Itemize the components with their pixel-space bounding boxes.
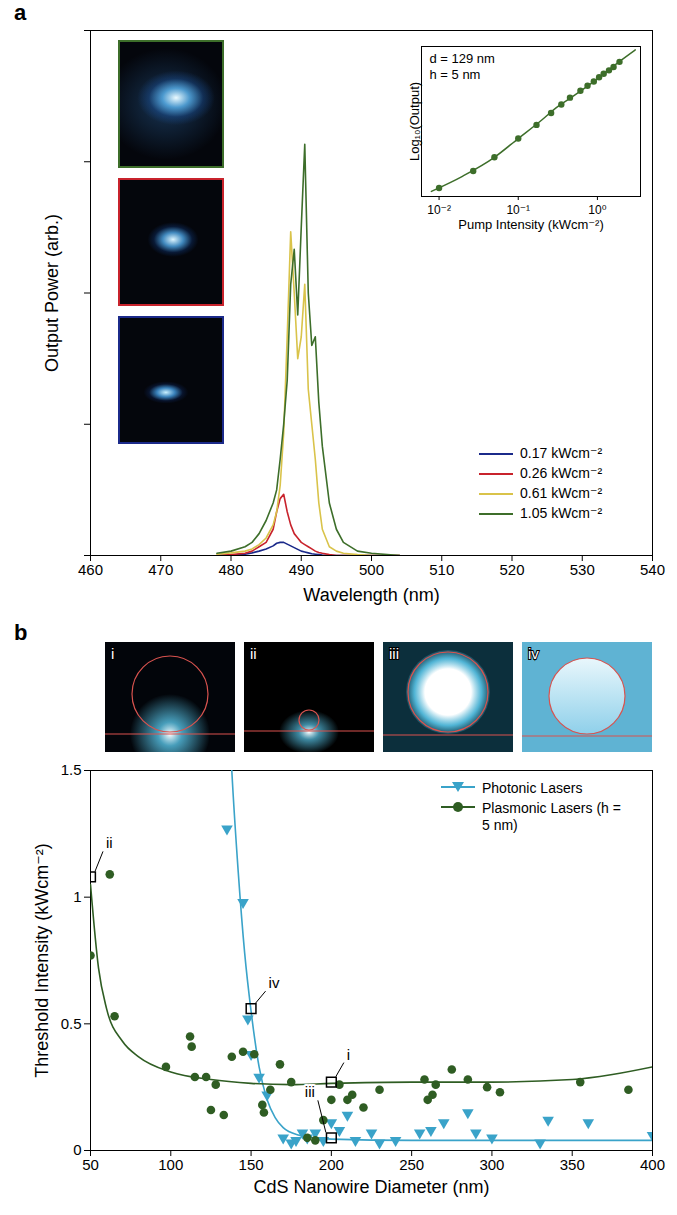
svg-text:500: 500 [359, 561, 384, 578]
svg-text:d = 129 nm: d = 129 nm [430, 51, 495, 66]
svg-text:460: 460 [78, 561, 103, 578]
svg-text:400: 400 [640, 1156, 665, 1173]
svg-text:300: 300 [479, 1156, 504, 1173]
svg-text:0.5: 0.5 [61, 1015, 82, 1032]
html-text:a: a [14, 0, 27, 25]
svg-text:iii: iii [389, 645, 399, 662]
svg-text:350: 350 [560, 1156, 585, 1173]
html-text:0.61 kWcm⁻²: 0.61 kWcm⁻² [520, 485, 603, 501]
html-text:Photonic Lasers: Photonic Lasers [482, 780, 583, 796]
svg-text:CdS Nanowire Diameter (nm): CdS Nanowire Diameter (nm) [253, 1177, 489, 1197]
svg-text:10⁻²: 10⁻² [427, 203, 451, 217]
svg-text:Wavelength (nm): Wavelength (nm) [303, 585, 439, 605]
svg-text:Pump Intensity (kWcm⁻²): Pump Intensity (kWcm⁻²) [458, 217, 604, 232]
svg-text:i: i [347, 1046, 350, 1063]
html-text:b: b [14, 620, 28, 645]
svg-text:200: 200 [319, 1156, 344, 1173]
svg-text:50: 50 [82, 1156, 99, 1173]
svg-text:1.5: 1.5 [61, 761, 82, 778]
svg-text:10⁰: 10⁰ [588, 203, 606, 217]
svg-text:Log₁₀(Output): Log₁₀(Output) [407, 82, 422, 161]
svg-text:i: i [111, 645, 114, 662]
svg-text:h = 5 nm: h = 5 nm [430, 67, 481, 82]
svg-text:Threshold Intensity (kWcm⁻²): Threshold Intensity (kWcm⁻²) [32, 843, 52, 1078]
html-text:0.17 kWcm⁻²: 0.17 kWcm⁻² [520, 445, 603, 461]
svg-text:150: 150 [239, 1156, 264, 1173]
svg-text:iv: iv [269, 974, 280, 991]
svg-text:540: 540 [640, 561, 665, 578]
svg-text:490: 490 [289, 561, 314, 578]
svg-text:510: 510 [429, 561, 454, 578]
svg-text:1: 1 [73, 888, 81, 905]
svg-text:0: 0 [73, 1141, 81, 1158]
svg-text:470: 470 [148, 561, 173, 578]
svg-text:iv: iv [528, 645, 539, 662]
svg-text:ii: ii [106, 834, 113, 851]
html-text:0.26 kWcm⁻²: 0.26 kWcm⁻² [520, 465, 603, 481]
svg-text:ii: ii [250, 645, 257, 662]
svg-text:480: 480 [218, 561, 243, 578]
svg-text:100: 100 [158, 1156, 183, 1173]
html-text:Plasmonic Lasers (h = 5 nm): Plasmonic Lasers (h = 5 nm) [482, 800, 621, 833]
html-text:1.05 kWcm⁻²: 1.05 kWcm⁻² [520, 505, 603, 521]
svg-text:530: 530 [570, 561, 595, 578]
svg-text:520: 520 [499, 561, 524, 578]
svg-text:iii: iii [305, 1083, 315, 1100]
svg-text:Output Power (arb.): Output Power (arb.) [42, 214, 62, 372]
svg-text:10⁻¹: 10⁻¹ [506, 203, 530, 217]
svg-text:250: 250 [399, 1156, 424, 1173]
